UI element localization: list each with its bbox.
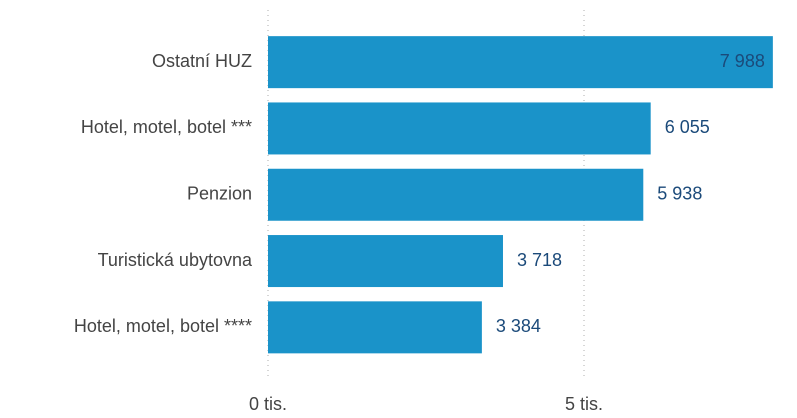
bar	[268, 301, 482, 354]
bar	[268, 102, 651, 155]
value-label: 6 055	[665, 117, 710, 137]
category-label: Turistická ubytovna	[98, 250, 253, 270]
category-label: Penzion	[187, 184, 252, 204]
category-label: Ostatní HUZ	[152, 51, 252, 71]
category-label: Hotel, motel, botel ****	[74, 316, 252, 336]
value-label: 7 988	[720, 51, 765, 71]
value-label: 3 384	[496, 316, 541, 336]
bar	[268, 36, 773, 89]
x-tick-label: 0 tis.	[249, 394, 287, 414]
value-label: 3 718	[517, 250, 562, 270]
x-tick-label: 5 tis.	[565, 394, 603, 414]
bar	[268, 168, 644, 221]
value-label: 5 938	[657, 184, 702, 204]
category-label: Hotel, motel, botel ***	[81, 117, 252, 137]
bar	[268, 235, 503, 288]
